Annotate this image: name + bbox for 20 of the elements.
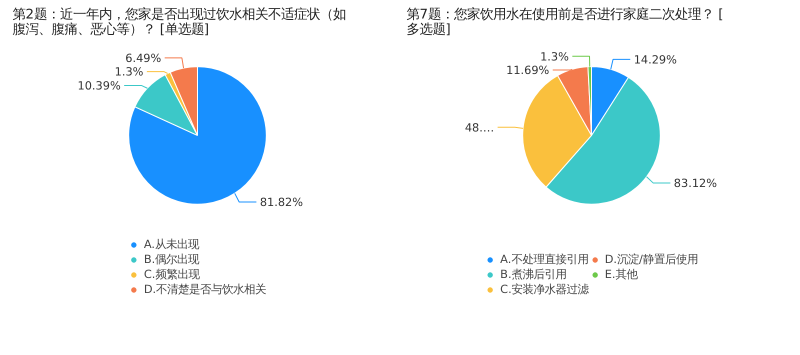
legend-label: D.沉淀/静置后使用 [604,252,698,267]
chart-title: 第7题：您家饮用水在使用前是否进行家庭二次处理？ [多选题] [406,6,724,38]
legend-label: B.煮沸后引用 [500,267,567,282]
legend-label: C.频繁出现 [144,267,200,282]
legend-label: B.偶尔出现 [144,252,200,267]
data-label: 6.49% [125,50,162,65]
legend-label: C.安装净水器过滤 [500,282,589,297]
data-label: 10.39% [78,78,121,92]
legend-label: A.不处理直接引用 [500,252,588,267]
data-label: 11.69% [506,63,550,78]
legend-label: A.从未出现 [144,237,199,252]
legend-label: D.不清楚是否与饮水相关 [144,282,266,297]
legend-label: E.其他 [604,267,638,282]
data-label: 14.29% [634,52,678,66]
data-label: 81.82% [260,195,304,210]
data-label: 83.12% [674,176,718,190]
data-label: 48.… [464,120,494,134]
data-label: 1.3% [114,64,144,79]
data-label: 1.3% [540,49,570,64]
chart-title: 第2题：近一年内，您家是否出现过饮水相关不适症状（如腹泻、腹痛、恶心等）？ [单选题] [12,6,346,38]
